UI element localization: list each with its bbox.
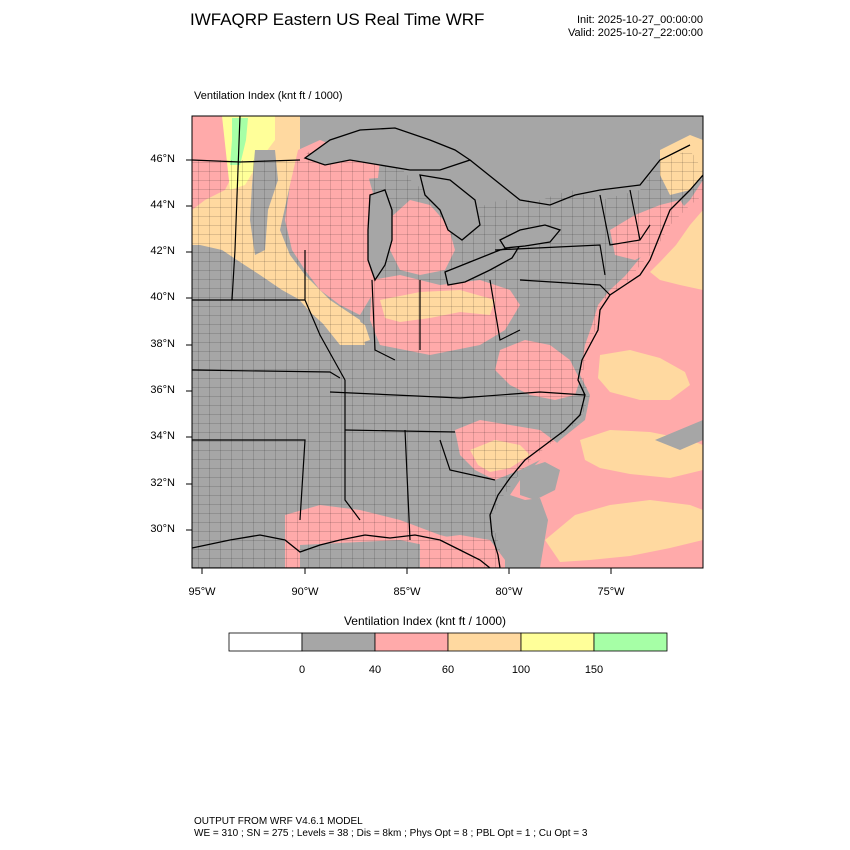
great-lakes [303, 127, 562, 286]
ocean-low-region-1 [520, 462, 560, 500]
lat-tick-label: 34°N [150, 430, 175, 442]
atlantic-coastline [489, 174, 703, 568]
ocean-good-region-1 [650, 210, 703, 290]
ocean-good-region-4 [545, 500, 703, 562]
legend-swatch [228, 632, 303, 652]
ocean-low-region-2 [655, 420, 703, 450]
lake-ontario [499, 224, 562, 249]
lat-tick-label: 32°N [150, 477, 175, 489]
legend-swatch [374, 632, 449, 652]
lake-erie [444, 243, 522, 286]
lon-tick-label: 95°W [188, 586, 216, 598]
lake-huron [419, 174, 481, 241]
legend-swatch [593, 632, 668, 652]
legend-label: 100 [511, 664, 531, 676]
legend-label: 0 [298, 664, 306, 676]
legend-label: 150 [584, 664, 604, 676]
field-title: Ventilation Index (knt ft / 1000) [194, 90, 343, 102]
footer-config-line: WE = 310 ; SN = 275 ; Levels = 38 ; Dis … [194, 828, 588, 839]
legend-label: 40 [368, 664, 382, 676]
legend-colorbar [228, 632, 668, 652]
lat-tick-label: 42°N [150, 245, 175, 257]
ocean-good-region-2 [598, 350, 690, 400]
legend-title: Ventilation Index (knt ft / 1000) [343, 614, 507, 628]
legend-swatch [447, 632, 522, 652]
lon-tick-label: 75°W [597, 586, 625, 598]
map-frame [191, 115, 704, 569]
plot-title: IWFAQRP Eastern US Real Time WRF [190, 10, 485, 29]
lon-tick-marks [201, 568, 612, 574]
map-area [192, 116, 703, 568]
lat-tick-label: 38°N [150, 338, 175, 350]
ocean-low-region-3 [600, 120, 660, 165]
legend-label: 60 [441, 664, 455, 676]
lat-tick-label: 30°N [150, 523, 175, 535]
valid-time: Valid: 2025-10-27_22:00:00 [568, 27, 703, 39]
lat-tick-label: 44°N [150, 199, 175, 211]
lake-michigan [367, 189, 393, 282]
county-boundaries [192, 140, 703, 568]
lat-tick-marks [186, 159, 192, 531]
footer-model-line: OUTPUT FROM WRF V4.6.1 MODEL [194, 816, 363, 827]
init-time: Init: 2025-10-27_00:00:00 [577, 14, 703, 26]
gulf-coastline [192, 534, 491, 568]
state-boundaries [192, 116, 651, 541]
lon-tick-label: 90°W [291, 586, 319, 598]
lat-tick-label: 36°N [150, 384, 175, 396]
canada-border [192, 144, 691, 206]
legend-swatch [520, 632, 595, 652]
lon-tick-label: 85°W [393, 586, 421, 598]
lat-tick-label: 46°N [150, 153, 175, 165]
lat-tick-label: 40°N [150, 291, 175, 303]
legend-swatch [301, 632, 376, 652]
lon-tick-label: 80°W [495, 586, 523, 598]
